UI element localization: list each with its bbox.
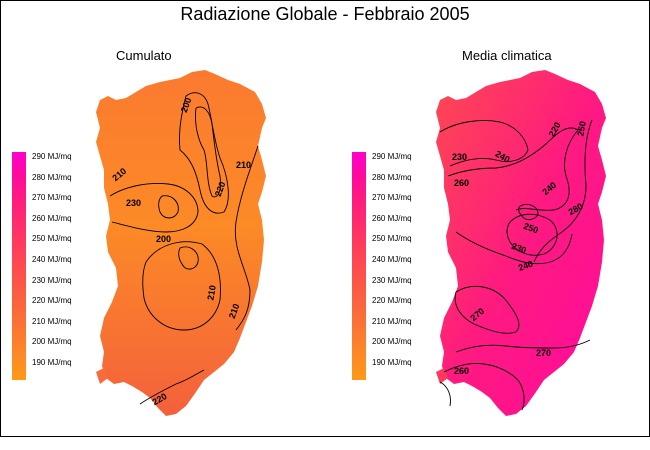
map-cumulato: 200 210 220 230 210 200 210 220 210 — [96, 70, 266, 416]
legend-color-bar — [352, 152, 366, 380]
legend-label: 270 MJ/mq — [32, 193, 72, 203]
panel-title-cumulato: Cumulato — [116, 48, 172, 63]
contour-label-left: 220 — [213, 180, 228, 198]
contour-right-230-north — [439, 120, 529, 167]
contour-left-200-north — [179, 92, 229, 214]
legend-label: 290 MJ/mq — [32, 152, 72, 161]
map-media-climatica: 230 240 250 260 240 250 230 240 220 280 … — [436, 70, 606, 416]
contour-left-220-south — [139, 369, 205, 405]
contour-left-230-center — [158, 195, 179, 219]
legend-label: 210 MJ/mq — [372, 316, 412, 326]
contour-label-left: 210 — [236, 160, 251, 170]
legend-label: 260 MJ/mq — [32, 213, 72, 223]
contour-label-right: 230 — [452, 152, 467, 162]
island-shape-left — [96, 70, 266, 416]
small-island-left — [96, 368, 108, 384]
contour-right-240-north — [447, 127, 579, 177]
legend-label: 190 MJ/mq — [32, 358, 72, 367]
contour-label-right: 240 — [517, 258, 535, 273]
legend-label: 200 MJ/mq — [32, 337, 72, 347]
legend-label: 250 MJ/mq — [32, 234, 72, 244]
legend-label: 200 MJ/mq — [372, 337, 412, 347]
legend-label: 270 MJ/mq — [372, 193, 412, 203]
contour-right-240-center — [455, 231, 573, 265]
legend-label: 190 MJ/mq — [372, 358, 412, 367]
contour-label-right: 260 — [454, 366, 469, 376]
contour-left-220-north — [195, 106, 221, 198]
contour-right-270-west — [454, 285, 520, 334]
contour-right-260 — [533, 119, 593, 263]
contour-left-210-east — [234, 145, 259, 331]
legend-label: 230 MJ/mq — [372, 275, 412, 285]
contour-label-left: 200 — [156, 234, 171, 244]
contour-label-left: 200 — [179, 96, 194, 114]
legend-label: 250 MJ/mq — [372, 234, 412, 244]
contour-label-left: 210 — [205, 284, 217, 301]
contour-left-190-south — [178, 246, 199, 270]
legend-label: 290 MJ/mq — [372, 152, 412, 161]
contour-right-270-south — [455, 339, 591, 353]
contour-label-right: 250 — [522, 221, 540, 236]
contour-label-right: 270 — [536, 348, 551, 358]
contour-right-250-south — [439, 381, 451, 407]
contour-label-right: 250 — [575, 120, 587, 137]
legend-label: 210 MJ/mq — [32, 316, 72, 326]
panel-title-media-climatica: Media climatica — [462, 48, 552, 63]
legend-label: 280 MJ/mq — [32, 172, 72, 182]
contour-label-left: 210 — [227, 302, 242, 320]
legend-label: 230 MJ/mq — [32, 275, 72, 285]
contour-left-210-west — [109, 183, 199, 233]
legend-label: 260 MJ/mq — [372, 213, 412, 223]
legend-label: 280 MJ/mq — [372, 172, 412, 182]
legend-label: 220 MJ/mq — [372, 296, 412, 306]
contour-label-left: 230 — [126, 198, 141, 208]
legend-label: 240 MJ/mq — [32, 255, 72, 264]
contour-right-260-south — [443, 363, 525, 411]
contour-right-250-loop — [518, 203, 539, 221]
island-shape-right — [436, 70, 606, 416]
legend-label: 240 MJ/mq — [372, 255, 412, 264]
contour-right-250 — [515, 129, 579, 211]
contour-left-200-south — [142, 241, 221, 331]
figure-title: Radiazione Globale - Febbraio 2005 — [180, 4, 470, 24]
legend-label: 220 MJ/mq — [32, 296, 72, 306]
contour-label-right: 230 — [510, 241, 528, 256]
legend-color-bar — [12, 152, 26, 380]
contour-label-right: 260 — [454, 178, 469, 188]
